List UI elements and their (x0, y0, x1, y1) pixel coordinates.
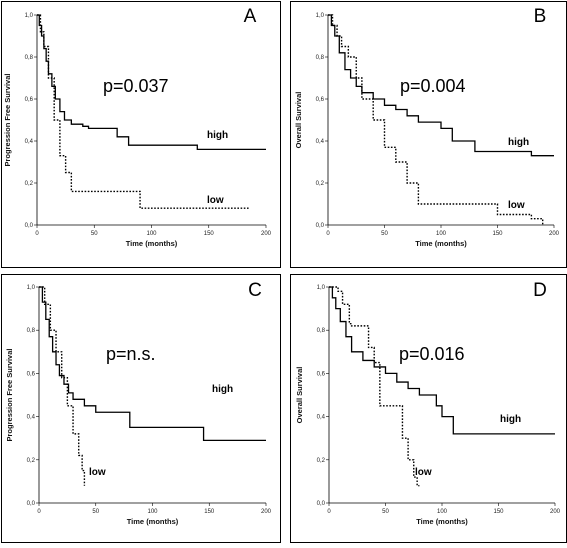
km-curve-low-b (328, 14, 544, 225)
series-label-high-a: high (207, 130, 228, 141)
x-tick-label-d: 0 (327, 509, 331, 515)
p-value-b: p=0.004 (400, 76, 466, 96)
x-tick-label-b: 0 (326, 231, 330, 237)
x-axis-title-a: Time (months) (126, 239, 178, 248)
x-tick-label-b: 200 (549, 231, 560, 237)
km-curve-low-d (329, 286, 420, 487)
y-tick-label-c: 0,6 (27, 371, 36, 377)
y-tick-label-c: 0,0 (27, 501, 36, 507)
panel-label-b: B (534, 6, 547, 27)
x-axis-title-c: Time (months) (127, 517, 179, 526)
x-tick-label-a: 50 (91, 231, 98, 237)
y-tick-label-a: 0,2 (25, 181, 34, 187)
y-tick-label-d: 0,2 (317, 458, 326, 464)
y-tick-label-a: 1,0 (25, 13, 34, 19)
x-tick-label-c: 100 (147, 509, 158, 515)
y-tick-label-c: 0,8 (27, 328, 36, 334)
p-value-a: p=0.037 (103, 76, 169, 96)
x-tick-label-d: 100 (437, 509, 448, 515)
x-tick-label-a: 0 (35, 231, 39, 237)
y-axis-title-a: Progression Free Survival (3, 74, 12, 167)
series-label-low-b: low (508, 200, 525, 211)
y-tick-label-d: 0,6 (317, 371, 326, 377)
x-tick-label-a: 150 (204, 231, 215, 237)
series-label-low-a: low (207, 195, 224, 206)
x-tick-label-a: 100 (146, 231, 157, 237)
x-axis-title-d: Time (months) (416, 517, 468, 526)
y-tick-label-b: 0,4 (316, 139, 325, 145)
y-tick-label-c: 1,0 (27, 285, 36, 291)
x-tick-label-b: 150 (492, 231, 503, 237)
series-label-low-d: low (415, 467, 432, 478)
y-tick-label-b: 0,8 (316, 55, 325, 61)
x-tick-label-c: 50 (92, 509, 99, 515)
x-tick-label-b: 50 (381, 231, 388, 237)
panel-frame-d (290, 274, 567, 543)
x-axis-title-b: Time (months) (415, 239, 467, 248)
y-axis-title-d: Overall Survival (295, 367, 304, 424)
x-tick-label-c: 200 (261, 509, 272, 515)
y-tick-label-b: 1,0 (316, 13, 325, 19)
y-tick-label-d: 0,4 (317, 415, 326, 421)
y-tick-label-c: 0,4 (27, 415, 36, 421)
panel-frame-c (1, 274, 281, 543)
panel-label-a: A (244, 6, 257, 27)
x-tick-label-d: 50 (382, 509, 389, 515)
p-value-d: p=0.016 (399, 344, 465, 364)
y-axis-title-c: Progression Free Survival (5, 349, 14, 442)
y-tick-label-b: 0,6 (316, 97, 325, 103)
x-tick-label-c: 150 (204, 509, 215, 515)
x-tick-label-b: 100 (436, 231, 447, 237)
km-curve-high-b (328, 14, 554, 157)
panel-frame-b (290, 1, 567, 268)
km-curve-high-d (329, 286, 555, 435)
y-tick-label-b: 0,2 (316, 181, 325, 187)
series-label-high-d: high (500, 414, 521, 425)
p-value-c: p=n.s. (106, 344, 156, 364)
km-curve-low-a (37, 14, 249, 209)
series-label-high-c: high (212, 384, 233, 395)
y-tick-label-d: 1,0 (317, 285, 326, 291)
x-tick-label-a: 200 (261, 231, 272, 237)
y-tick-label-a: 0,8 (25, 55, 34, 61)
series-label-high-b: high (508, 137, 529, 148)
km-curve-low-c (39, 286, 86, 486)
panel-label-d: D (533, 280, 547, 301)
km-curve-high-c (39, 286, 266, 442)
y-tick-label-b: 0,0 (316, 223, 325, 229)
y-tick-label-a: 0,4 (25, 139, 34, 145)
y-tick-label-c: 0,2 (27, 458, 36, 464)
x-tick-label-c: 0 (37, 509, 41, 515)
y-tick-label-a: 0,0 (25, 223, 34, 229)
series-label-low-c: low (89, 467, 106, 478)
y-tick-label-d: 0,8 (317, 328, 326, 334)
panel-frame-a (1, 1, 281, 268)
x-tick-label-d: 200 (550, 509, 561, 515)
y-tick-label-d: 0,0 (317, 501, 326, 507)
y-tick-label-a: 0,6 (25, 97, 34, 103)
y-axis-title-b: Overall Survival (294, 92, 303, 149)
x-tick-label-d: 150 (493, 509, 504, 515)
panel-label-c: C (248, 280, 262, 301)
